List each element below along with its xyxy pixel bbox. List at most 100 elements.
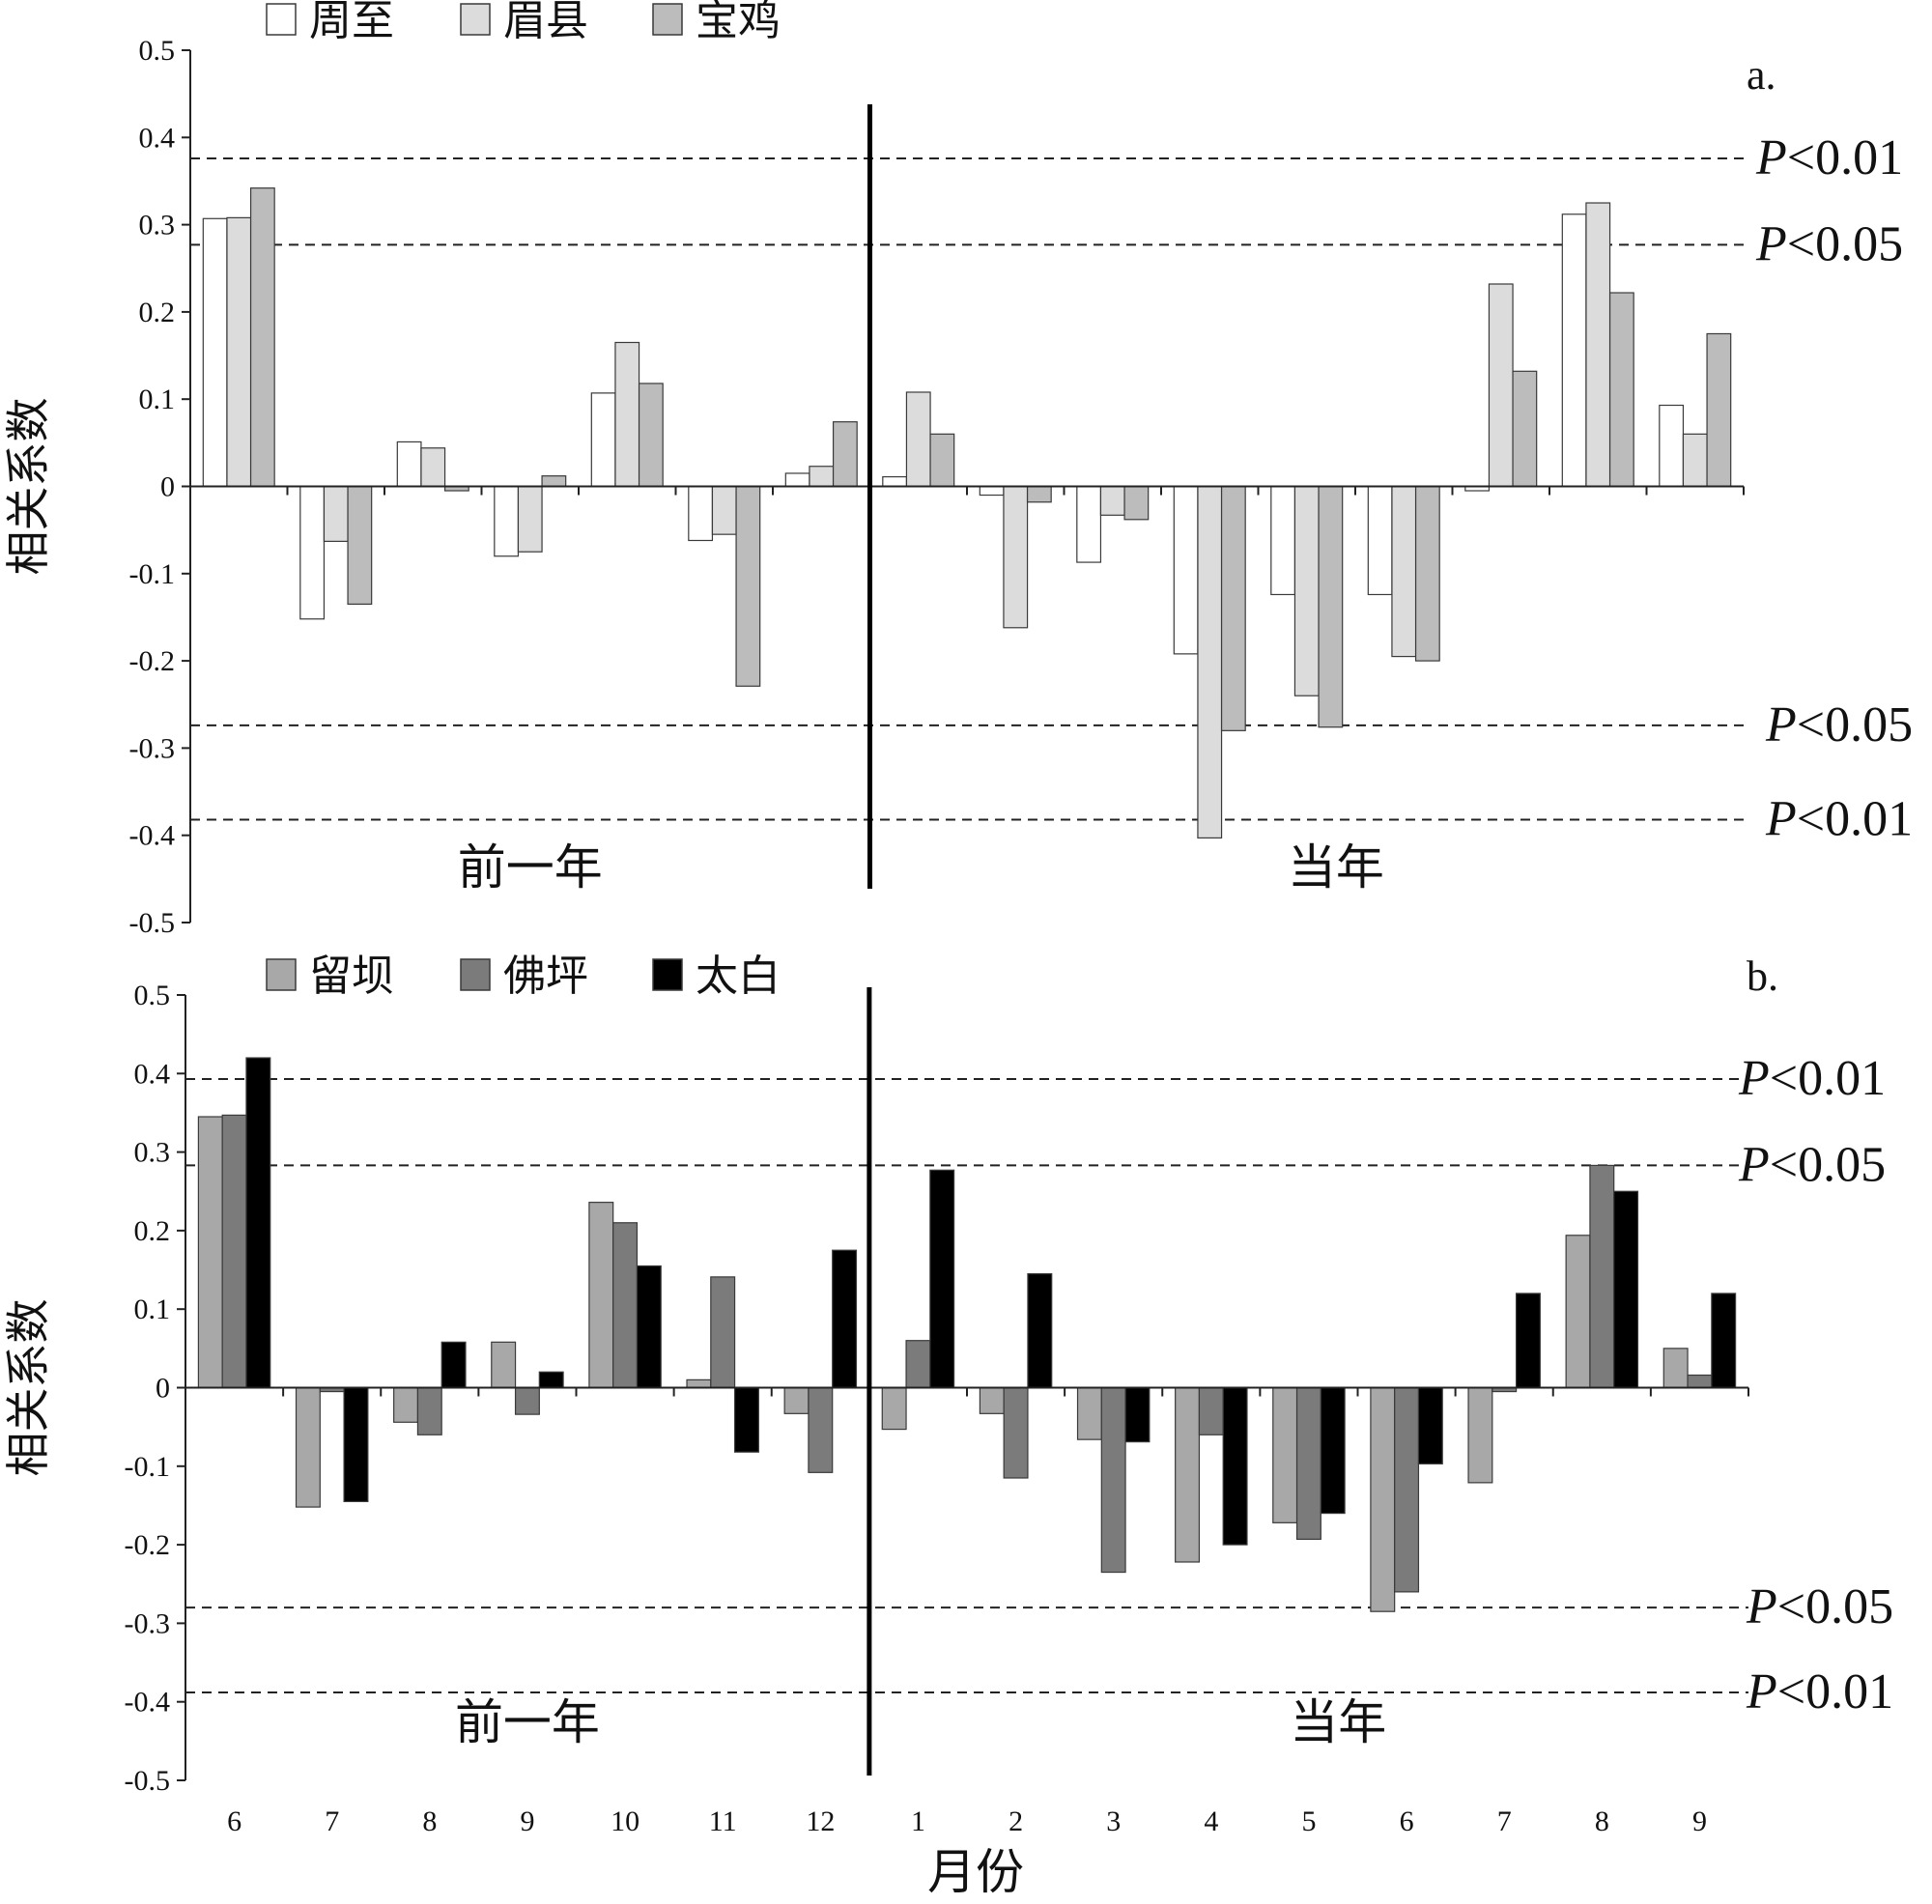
bar-mark <box>1198 1386 1224 1435</box>
bar-mark <box>711 485 737 535</box>
bar-mark <box>1026 485 1052 503</box>
bar-mark <box>1220 485 1246 731</box>
bar-mark <box>1293 485 1320 696</box>
bar-mark <box>514 1386 540 1415</box>
bar-mark <box>1318 485 1344 728</box>
bar-mark <box>1003 485 1029 629</box>
legend-label: 宝鸡 <box>696 0 781 45</box>
bar-mark <box>735 485 761 687</box>
panel-label: b. <box>1747 952 1778 1000</box>
x-tick-label: 4 <box>1204 1805 1218 1837</box>
section-label-previous-year: 前一年 <box>458 839 603 895</box>
y-tick-label: -0.2 <box>125 1529 171 1561</box>
section-label-current-year: 当年 <box>1290 1694 1386 1750</box>
threshold-label: P<0.05 <box>1746 1579 1893 1634</box>
bar-mark <box>1197 485 1223 839</box>
bar-mark <box>1175 1386 1201 1563</box>
bar-mark <box>416 1386 442 1435</box>
bar-mark <box>420 447 446 488</box>
y-tick-label: -0.5 <box>129 907 176 939</box>
threshold-label: P<0.05 <box>1738 1137 1886 1192</box>
bar-mark <box>1613 1190 1639 1389</box>
bar-mark <box>491 1341 517 1389</box>
threshold-label: P<0.01 <box>1738 1051 1886 1106</box>
y-tick-label: -0.4 <box>129 820 176 852</box>
legend-label: 眉县 <box>503 0 588 45</box>
x-tick-label: 5 <box>1301 1805 1316 1837</box>
y-tick-label: 0.5 <box>139 35 176 67</box>
bar-mark <box>1391 485 1417 658</box>
bar-mark <box>808 1386 834 1473</box>
bar-mark <box>1099 485 1125 516</box>
legend-swatch <box>460 958 491 991</box>
bar-mark <box>882 475 908 488</box>
bar-mark <box>881 1386 907 1431</box>
bar-mark <box>541 475 567 488</box>
bar-mark <box>1682 433 1708 488</box>
bar-mark <box>517 485 543 553</box>
threshold-label: P<0.01 <box>1755 130 1903 185</box>
bar-mark <box>979 485 1005 497</box>
bar-mark <box>832 1249 858 1389</box>
threshold-label: P<0.01 <box>1765 791 1913 846</box>
bar-mark <box>1488 283 1514 488</box>
bar-mark <box>784 472 810 488</box>
bar-mark <box>1076 485 1102 563</box>
bar-mark <box>1123 485 1150 521</box>
y-tick-label: -0.5 <box>125 1765 171 1797</box>
bar-mark <box>1394 1386 1420 1593</box>
bar-mark <box>905 391 931 488</box>
x-tick-label: 1 <box>911 1805 925 1837</box>
bar-mark <box>1295 1386 1321 1541</box>
bar-mark <box>343 1386 369 1502</box>
threshold-label: P<0.01 <box>1746 1664 1893 1719</box>
bar-mark <box>221 1114 247 1389</box>
bar-mark <box>226 216 252 488</box>
bar-mark <box>1565 1235 1591 1389</box>
y-tick-label: 0.4 <box>139 122 176 154</box>
panel-a: 0.5 0.4 0.3 0.2 0.1 0 -0.1 -0.2 -0.3 -0.4 -0.5 相关系数… <box>2 0 1913 939</box>
legend-swatch <box>266 3 297 36</box>
bar-mark <box>1662 1348 1689 1389</box>
x-tick-label: 11 <box>709 1805 737 1837</box>
bar-mark <box>1687 1374 1713 1389</box>
x-tick-label: 9 <box>1692 1805 1707 1837</box>
x-tick-label: 8 <box>1595 1805 1609 1837</box>
bar-mark <box>783 1386 810 1414</box>
bar-mark <box>614 341 640 488</box>
x-tick-label: 7 <box>1497 1805 1512 1837</box>
bar-mark <box>323 485 349 542</box>
bar-mark <box>688 485 714 542</box>
bar-mark <box>1467 1386 1493 1484</box>
bar-mark <box>299 485 326 620</box>
bar-mark <box>1027 1273 1053 1389</box>
legend-swatch <box>460 3 491 36</box>
y-tick-label: 0 <box>156 1373 170 1405</box>
x-tick-label: 6 <box>227 1805 242 1837</box>
bar-mark <box>1270 485 1296 596</box>
bar-mark <box>832 421 858 488</box>
bar-mark <box>1417 1386 1443 1464</box>
bar-mark <box>1589 1164 1615 1389</box>
bar-mark <box>494 485 520 557</box>
bar-mark <box>590 392 616 488</box>
bar-mark <box>538 1371 564 1389</box>
bar-mark <box>1706 332 1732 488</box>
y-tick-label: -0.3 <box>125 1607 171 1639</box>
bar-mark <box>295 1386 321 1508</box>
x-tick-label: 12 <box>806 1805 835 1837</box>
y-tick-label: -0.1 <box>129 558 176 590</box>
bar-mark <box>1100 1386 1126 1574</box>
bar-mark <box>929 1169 955 1389</box>
legend-swatch <box>266 958 297 991</box>
bar-mark <box>1711 1293 1737 1389</box>
bar-mark <box>929 433 955 488</box>
bar-mark <box>197 1116 223 1389</box>
bar-mark <box>1076 1386 1102 1440</box>
x-tick-label: 3 <box>1106 1805 1121 1837</box>
bar-mark <box>612 1222 639 1389</box>
y-axis-title: 相关系数 <box>2 1299 54 1477</box>
bar-mark <box>202 217 228 488</box>
bar-mark <box>636 1265 662 1389</box>
bar-mark <box>1561 213 1587 488</box>
